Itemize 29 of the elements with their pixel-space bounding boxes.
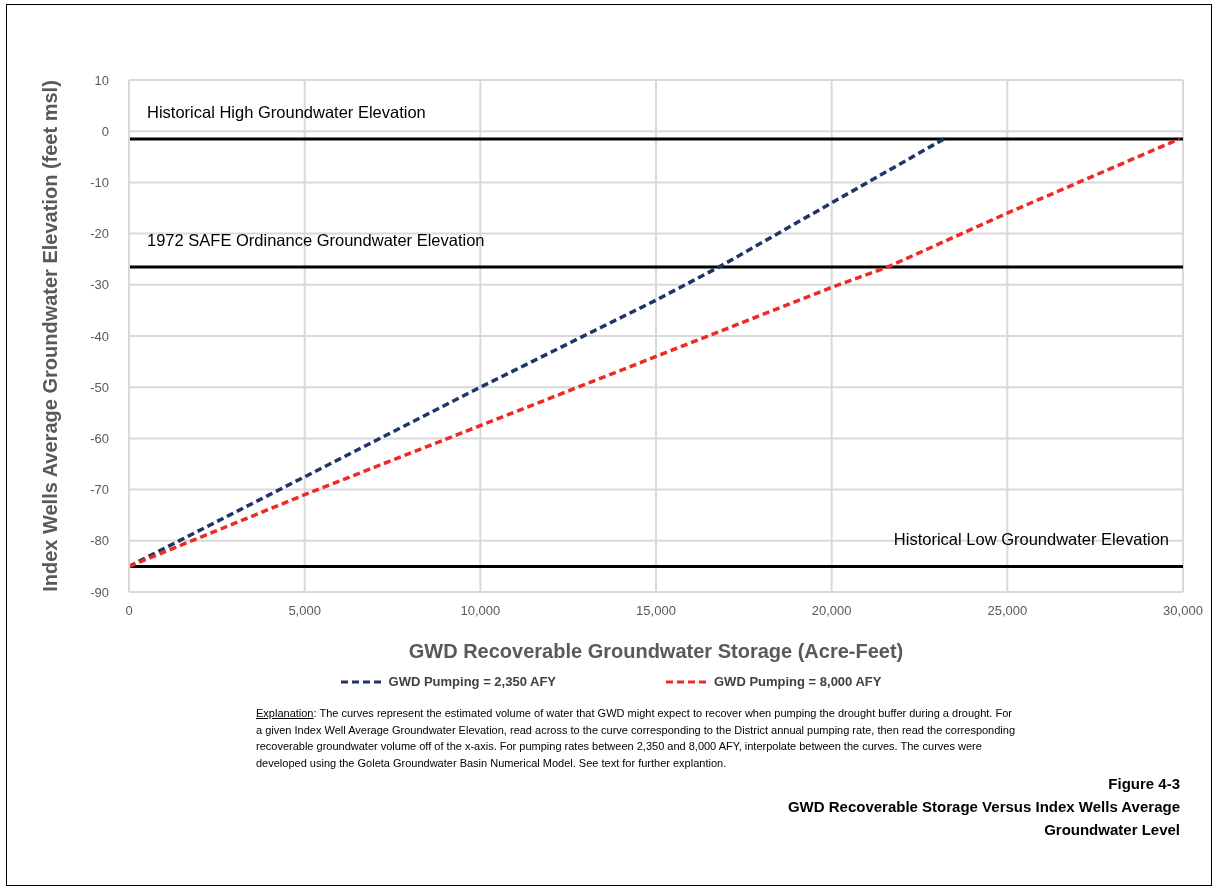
x-tick-label: 5,000 (288, 603, 321, 619)
x-tick-label: 10,000 (460, 603, 501, 619)
y-tick-label: -50 (90, 379, 109, 395)
y-axis-title: Index Wells Average Groundwater Elevation (feet msl) (39, 80, 62, 592)
text: GWD Recoverable Storage Versus Index Wells Average Groundwater Level (786, 797, 1180, 840)
line-series (129, 137, 1182, 569)
y-tick-label: 10 (94, 72, 109, 88)
ref-line-label: Historical Low Groundwater Elevation (893, 530, 1169, 549)
y-tick-label: -30 (90, 277, 109, 293)
text: Figure 4-3 (1107, 774, 1180, 794)
ref-line-label: 1972 SAFE Ordinance Groundwater Elevation (147, 230, 485, 249)
ref-line-label: Historical High Groundwater Elevation (147, 102, 426, 121)
x-tick-label: 0 (125, 603, 133, 619)
x-tick-label: 25,000 (987, 603, 1028, 619)
x-axis-title: GWD Recoverable Groundwater Storage (Acre-Feet) (408, 640, 904, 662)
y-tick-label: -90 (90, 584, 109, 600)
x-tick-label: 15,000 (636, 603, 676, 619)
y-tick-label: -40 (90, 328, 109, 344)
text: Explanation: The curves represent the estimated volume of water that GWD might expect to recover when pumping the drought buffer during a drought. For a given Index Well Average Groundwater Elevation, read across to the curve corresponding to the District annual pumping rate, then read the corresponding recoverable groundwater volume off of the x-axis. For pumping rates between 2,350 and 8,000 AFY, interpolate between the curves. The curves were developed using the Goleta Groundwater Basin Numerical Model. See text for further explantion. (256, 706, 1016, 771)
y-tick-label: -20 (90, 226, 109, 242)
legend-label: GWD Pumping = 8,000 AFY (714, 674, 882, 689)
x-tick-label: 30,000 (1163, 603, 1203, 619)
y-tick-label: -10 (90, 175, 109, 191)
y-tick-label: -60 (90, 431, 109, 447)
y-tick-label: -80 (90, 533, 109, 549)
y-tick-label: 0 (101, 123, 109, 139)
y-tick-label: -70 (90, 482, 109, 498)
legend-label: GWD Pumping = 2,350 AFY (388, 674, 556, 689)
x-tick-label: 20,000 (811, 603, 852, 619)
